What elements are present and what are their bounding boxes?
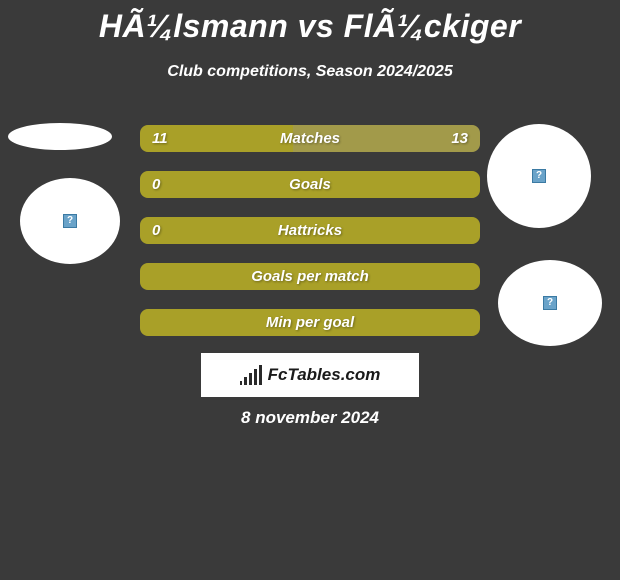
comparison-date: 8 november 2024 bbox=[0, 408, 620, 428]
player-avatar: ? bbox=[487, 124, 591, 228]
stat-label: Matches bbox=[280, 130, 340, 147]
stat-bars: 11 Matches 13 0 Goals 0 Hattricks Goals per mat… bbox=[140, 125, 480, 355]
placeholder-badge-icon: ? bbox=[532, 169, 546, 183]
stat-bar: 0 Hattricks bbox=[140, 217, 480, 244]
stat-bar: 11 Matches 13 bbox=[140, 125, 480, 152]
placeholder-badge-icon: ? bbox=[63, 214, 77, 228]
stat-bar: 0 Goals bbox=[140, 171, 480, 198]
player-avatar bbox=[8, 123, 112, 150]
stat-left-value: 0 bbox=[152, 176, 160, 193]
comparison-subtitle: Club competitions, Season 2024/2025 bbox=[0, 63, 620, 81]
stat-right-value: 13 bbox=[451, 130, 468, 147]
stat-label: Hattricks bbox=[278, 222, 342, 239]
stat-label: Goals bbox=[289, 176, 331, 193]
stat-bar: Goals per match bbox=[140, 263, 480, 290]
player-avatar: ? bbox=[498, 260, 602, 346]
stat-label: Min per goal bbox=[266, 314, 354, 331]
comparison-title: HÃ¼lsmann vs FlÃ¼ckiger bbox=[0, 0, 620, 45]
logo-text: FcTables.com bbox=[268, 365, 381, 385]
stat-bar: Min per goal bbox=[140, 309, 480, 336]
fctables-logo[interactable]: FcTables.com bbox=[201, 353, 419, 397]
placeholder-badge-icon: ? bbox=[543, 296, 557, 310]
stat-left-value: 0 bbox=[152, 222, 160, 239]
stat-left-value: 11 bbox=[152, 130, 168, 147]
stat-label: Goals per match bbox=[251, 268, 369, 285]
logo-bars-icon bbox=[240, 365, 262, 385]
player-avatar: ? bbox=[20, 178, 120, 264]
